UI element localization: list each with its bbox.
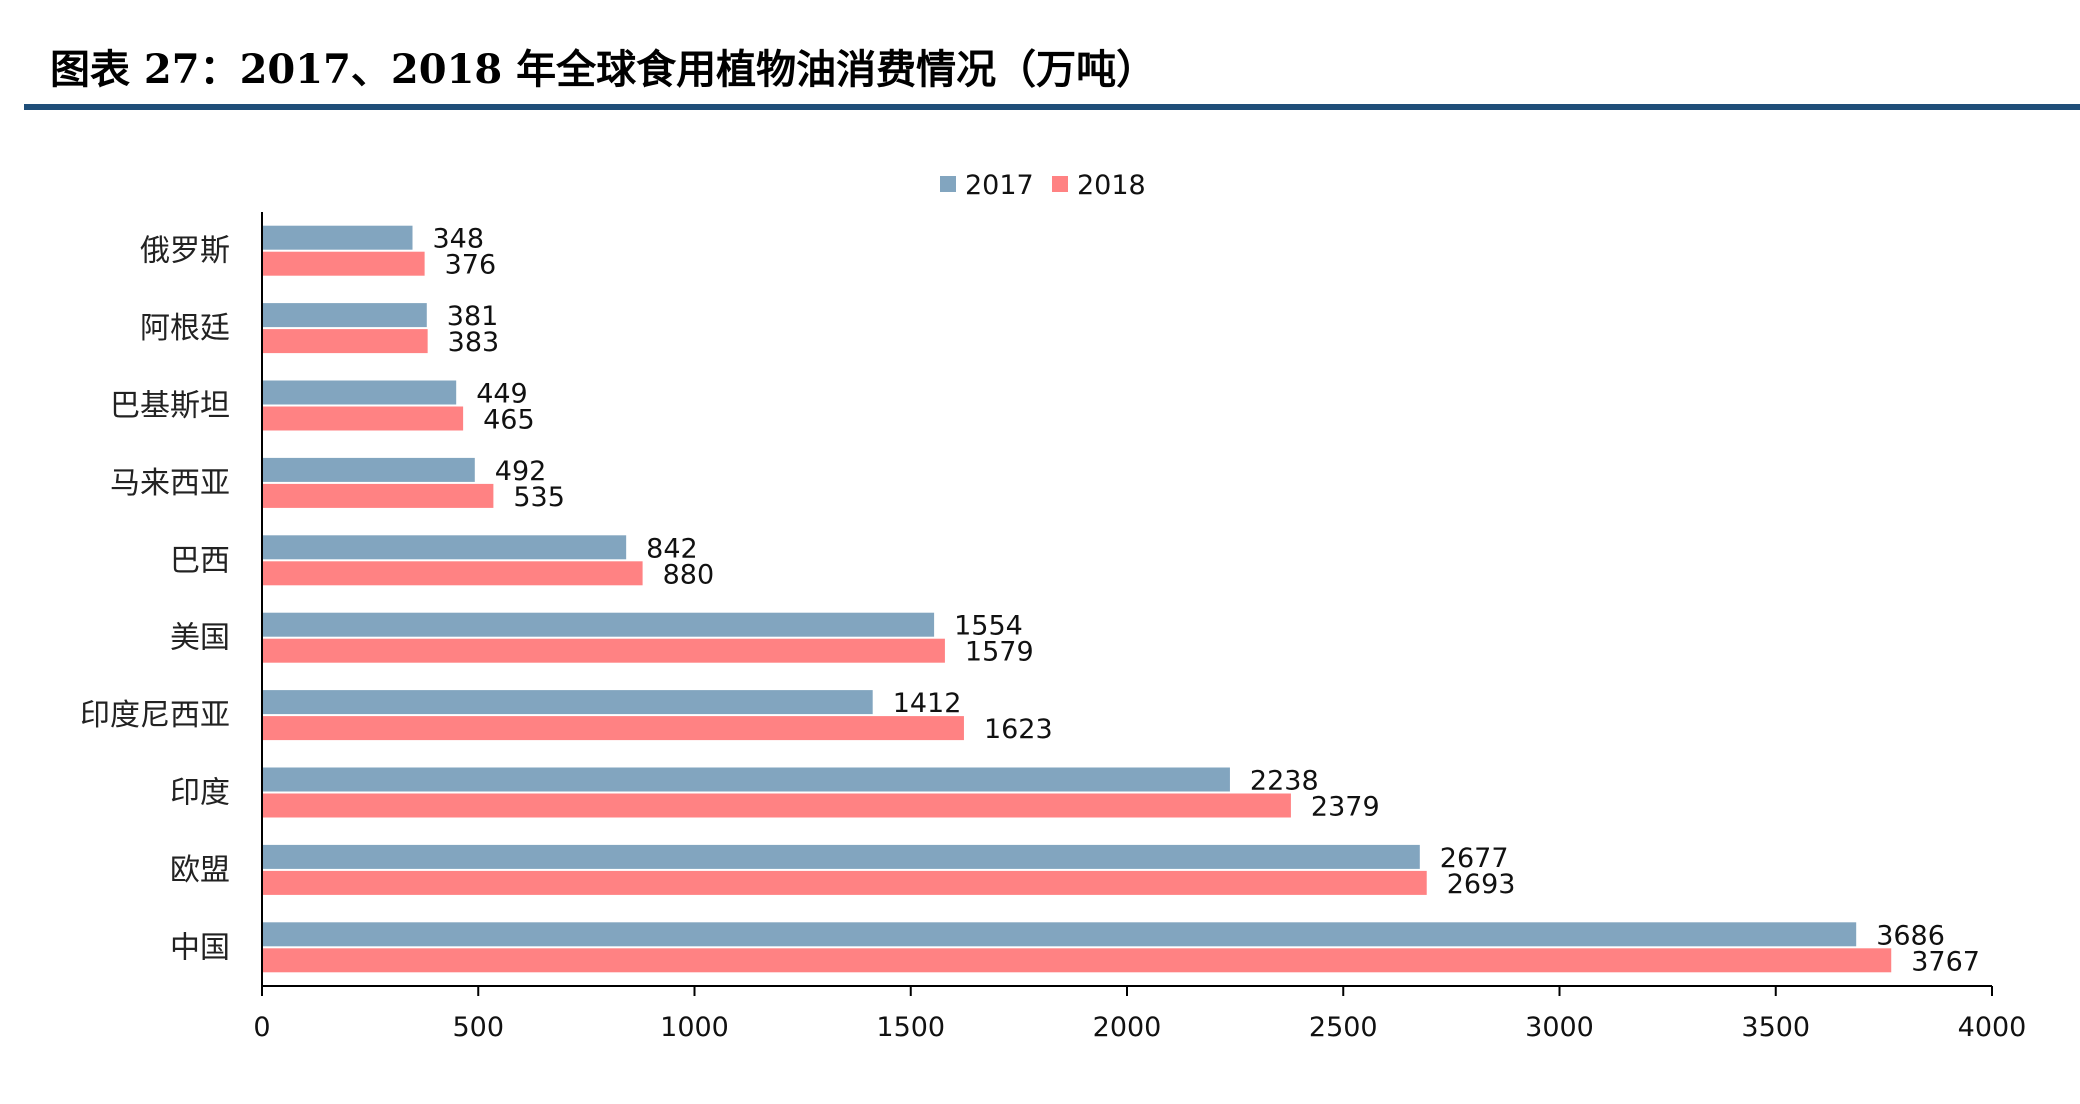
category-label: 印度 <box>170 776 230 811</box>
bar-2018-2 <box>262 406 464 431</box>
x-tick-label: 3500 <box>1741 1012 1810 1043</box>
x-tick-label: 4000 <box>1958 1012 2027 1043</box>
data-label-2017: 1412 <box>893 688 962 719</box>
x-tick-label: 2500 <box>1309 1012 1378 1043</box>
data-label-2017: 2238 <box>1250 766 1319 797</box>
page-title: 图表 27：2017、2018 年全球食用植物油消费情况（万吨） <box>50 46 1157 93</box>
data-label-2017: 842 <box>646 533 698 564</box>
category-label: 中国 <box>170 930 230 965</box>
x-tick-label: 1000 <box>660 1012 729 1043</box>
bar-2018-7 <box>262 793 1291 818</box>
x-tick-label: 3000 <box>1525 1012 1594 1043</box>
legend-label-2018: 2018 <box>1077 170 1146 201</box>
data-label-2017: 2677 <box>1440 843 1509 874</box>
data-label-2017: 3686 <box>1876 920 1945 951</box>
x-tick-label: 1500 <box>876 1012 945 1043</box>
x-tick-label: 0 <box>253 1012 270 1043</box>
data-label-2018: 376 <box>445 250 497 281</box>
bar-2017-7 <box>262 767 1230 792</box>
legend-label-2017: 2017 <box>965 170 1034 201</box>
data-label-2018: 535 <box>513 482 565 513</box>
bar-2018-9 <box>262 948 1892 973</box>
data-label-2018: 383 <box>448 327 500 358</box>
data-label-2018: 2379 <box>1311 792 1380 823</box>
bar-2018-4 <box>262 561 643 586</box>
bar-2017-2 <box>262 380 457 405</box>
data-label-2017: 1554 <box>954 611 1023 642</box>
bar-2017-5 <box>262 612 935 637</box>
category-label: 印度尼西亚 <box>80 698 230 733</box>
bar-2017-1 <box>262 303 427 328</box>
data-label-2018: 2693 <box>1447 869 1516 900</box>
data-label-2018: 3767 <box>1911 946 1980 977</box>
category-label: 马来西亚 <box>110 466 230 501</box>
bar-2018-1 <box>262 329 428 354</box>
data-label-2018: 1579 <box>965 637 1034 668</box>
bar-2017-4 <box>262 535 627 560</box>
bar-2018-6 <box>262 716 964 741</box>
bar-2018-8 <box>262 870 1427 895</box>
x-tick-label: 500 <box>452 1012 504 1043</box>
legend-swatch-2017 <box>940 176 956 192</box>
chart-legend: 2017 2018 <box>940 170 1146 201</box>
data-label-2017: 381 <box>447 301 499 332</box>
data-label-2018: 1623 <box>984 714 1053 745</box>
title-divider <box>24 104 2080 110</box>
data-label-2017: 492 <box>495 456 547 487</box>
data-label-2017: 348 <box>433 224 485 255</box>
bar-2018-3 <box>262 483 494 508</box>
category-label: 俄罗斯 <box>140 234 230 269</box>
bar-2018-0 <box>262 251 425 276</box>
category-label: 巴西 <box>170 543 230 578</box>
bar-2017-3 <box>262 457 475 482</box>
category-label: 阿根廷 <box>140 311 230 346</box>
category-label: 欧盟 <box>170 853 230 888</box>
bar-2018-5 <box>262 638 945 663</box>
category-label: 美国 <box>170 621 230 656</box>
data-label-2017: 449 <box>476 379 528 410</box>
x-tick-label: 2000 <box>1093 1012 1162 1043</box>
bar-2017-0 <box>262 225 413 250</box>
bar-2017-8 <box>262 844 1420 869</box>
legend-swatch-2018 <box>1052 176 1068 192</box>
bar-2017-9 <box>262 922 1857 947</box>
data-label-2018: 465 <box>483 405 535 436</box>
category-label: 巴基斯坦 <box>110 389 230 424</box>
data-label-2018: 880 <box>663 559 715 590</box>
bar-2017-6 <box>262 690 873 715</box>
